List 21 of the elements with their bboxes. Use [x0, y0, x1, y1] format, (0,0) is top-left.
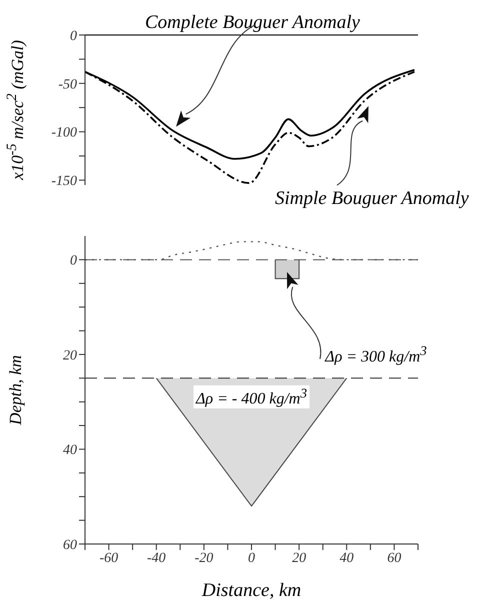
- y-tick-label: 0: [70, 254, 77, 269]
- y-axis-title: Depth, km: [6, 355, 26, 425]
- y-tick-label: -50: [58, 77, 77, 92]
- x-tick-label: -20: [194, 550, 214, 566]
- y-tick-label: 40: [63, 443, 77, 458]
- y-tick-label: 60: [63, 538, 77, 553]
- x-axis-title: Distance, km: [202, 580, 302, 602]
- y-tick-label: 20: [63, 348, 77, 364]
- x-tick-label: 0: [248, 550, 255, 566]
- x-tick-label: -60: [99, 550, 118, 566]
- annotation: Δρ = 300 kg/m$^{3}$: [325, 343, 427, 366]
- x-tick-label: 20: [292, 550, 306, 566]
- x-tick-label: 40: [340, 550, 354, 566]
- annotation: Δρ = - 400 kg/m$^{3}$: [193, 385, 310, 409]
- series-label: Simple Bouguer Anomaly: [275, 188, 469, 210]
- y-tick-label: -150: [51, 174, 77, 190]
- text: Complete Bouguer Anomaly: [145, 12, 360, 34]
- x-tick-label: -40: [147, 550, 166, 566]
- y-tick-label: 0: [70, 28, 77, 44]
- y-tick-label: -100: [51, 126, 77, 141]
- x-tick-label: 60: [387, 550, 402, 566]
